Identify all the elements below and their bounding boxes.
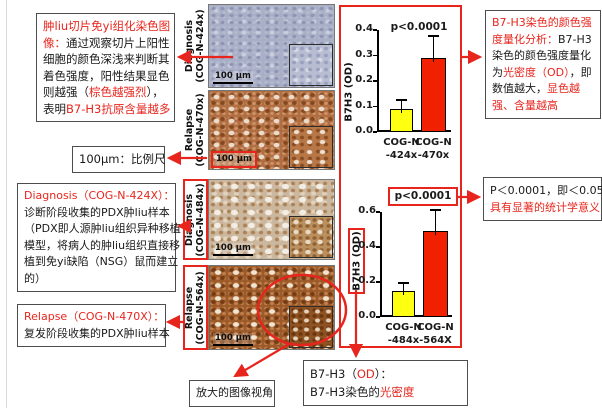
ytick-mark — [373, 80, 377, 82]
inset-box — [289, 216, 333, 258]
chart-1-pvalue-label: p<0.0001 — [388, 187, 458, 206]
ytick-label: 0.2 — [358, 275, 376, 286]
error-bar-cap — [428, 35, 439, 38]
ytick-mark — [376, 316, 380, 318]
error-bar — [434, 210, 437, 236]
note-ihc-explanation: 肿liu切片免yi组化染色图 像：通过观察切片上阳性 细胞的颜色深浅来判断其 着色强度… — [36, 13, 175, 122]
ytick-label: 0.4 — [355, 23, 373, 34]
note-diagnosis-424x: Diagnosis（COG-N-424X）： 诊断阶段收集的PDX肿liu样本 （P… — [17, 183, 181, 292]
error-bar-cap — [430, 209, 441, 212]
ytick-label: 0.2 — [355, 74, 373, 85]
micro-image-484x: 100 μm — [208, 179, 335, 260]
inset-box — [289, 44, 333, 86]
ytick-label: 0.0 — [355, 125, 373, 136]
panel-relapse-470x: Relapse (COG-N-470x) 100 μm — [183, 90, 335, 170]
micro-image-564x: 100 μm — [208, 265, 335, 350]
panel-diagnosis-484x: Diagnosis (COG-N-484x) 100 μm — [183, 179, 335, 260]
chart-frame: p<0.0001 B7H3 (OD) 0.0 0.1 0.2 0.3 0.4 COG-N -42… — [339, 5, 462, 348]
panel-relapse-564x: Relapse (COG-N-564x) 100 μm — [183, 265, 335, 350]
ytick-mark — [376, 211, 380, 213]
note-pvalue: P＜0.0001，即＜0.05 具有显著的统计学意义 — [483, 177, 602, 221]
scale-chip-highlighted: 100 μm — [211, 151, 257, 168]
stage-label-424x: Diagnosis (COG-N-424x) — [183, 4, 208, 88]
error-bar — [402, 282, 405, 295]
page-edge-line — [6, 0, 7, 408]
chart-1-plot-area — [380, 212, 452, 317]
ytick-label: 0.6 — [358, 205, 376, 216]
note-od-definition: B7-H3（OD）： B7-H3染色的光密度 — [303, 360, 468, 406]
ytick-mark — [373, 105, 377, 108]
ylabel-text: B7H3 (OD) — [343, 62, 355, 122]
stage-name: Diagnosis — [183, 19, 195, 73]
xtick-label: COG-N -564X — [417, 322, 454, 346]
stage-name: Relapse — [183, 108, 195, 152]
ytick-label: 0.1 — [355, 99, 373, 111]
ytick-label: 0.0 — [358, 310, 376, 321]
chart-0-plot-area — [377, 30, 451, 132]
xtick-label: COG-N -424x — [383, 137, 420, 161]
ytick-mark — [373, 29, 377, 31]
bar-COG-N-470x — [421, 58, 446, 132]
ytick-mark — [376, 246, 380, 248]
scale-chip: 100 μm — [213, 71, 253, 84]
scale-chip: 100 μm — [213, 243, 253, 256]
ytick-mark — [373, 131, 377, 133]
note-scalebar: 100μm：比例尺 — [72, 146, 165, 173]
error-bar — [432, 36, 435, 63]
stage-label-564x-highlighted: Relapse (COG-N-564x) — [183, 265, 208, 350]
xtick-label: COG-N -484x — [385, 322, 422, 346]
chart-0-ylabel: B7H3 (OD) — [342, 59, 356, 125]
stage-label-470x: Relapse (COG-N-470x) — [183, 90, 208, 170]
panel-diagnosis-424x: Diagnosis (COG-N-424x) 100 μm — [183, 4, 335, 88]
ytick-mark — [373, 54, 377, 57]
stage-code: (COG-N-424x) — [194, 9, 206, 83]
stage-code: (COG-N-470x) — [194, 93, 206, 167]
chart-0-pvalue-label: p<0.0001 — [390, 21, 448, 33]
bar-COG-N-564X — [423, 231, 448, 317]
error-bar-cap — [398, 281, 409, 284]
stage-label-484x-highlighted: Diagnosis (COG-N-484x) — [183, 179, 208, 260]
stage-name: Diagnosis — [183, 193, 195, 246]
note-zoom-view: 放大的图像视角 — [189, 380, 275, 407]
scale-chip: 100 μm — [213, 333, 253, 346]
stage-code: (COG-N-484x) — [194, 182, 206, 257]
error-bar-cap — [396, 99, 407, 101]
stage-code: (COG-N-564x) — [194, 270, 206, 345]
ytick-label: 0.3 — [355, 48, 373, 60]
stage-name: Relapse — [183, 286, 195, 329]
micro-image-424x: 100 μm — [208, 4, 335, 88]
panel-stack: Diagnosis (COG-N-424x) 100 μm Relapse (C… — [183, 4, 335, 350]
micro-image-470x: 100 μm — [208, 90, 335, 170]
note-relapse-470x: Relapse（COG-N-470X）： 复发阶段收集的PDX肿liu样本 — [17, 304, 170, 347]
ytick-mark — [376, 281, 380, 283]
ytick-label: 0.4 — [358, 240, 376, 251]
xtick-label: COG-N -470x — [415, 137, 452, 161]
inset-box — [289, 126, 333, 168]
note-quantification: B7-H3染色的颜色强 度量化分析：B7-H3 染色的颜色强度量化 为光密度（OD），… — [485, 10, 601, 119]
inset-box — [289, 306, 333, 348]
error-bar — [400, 100, 403, 114]
